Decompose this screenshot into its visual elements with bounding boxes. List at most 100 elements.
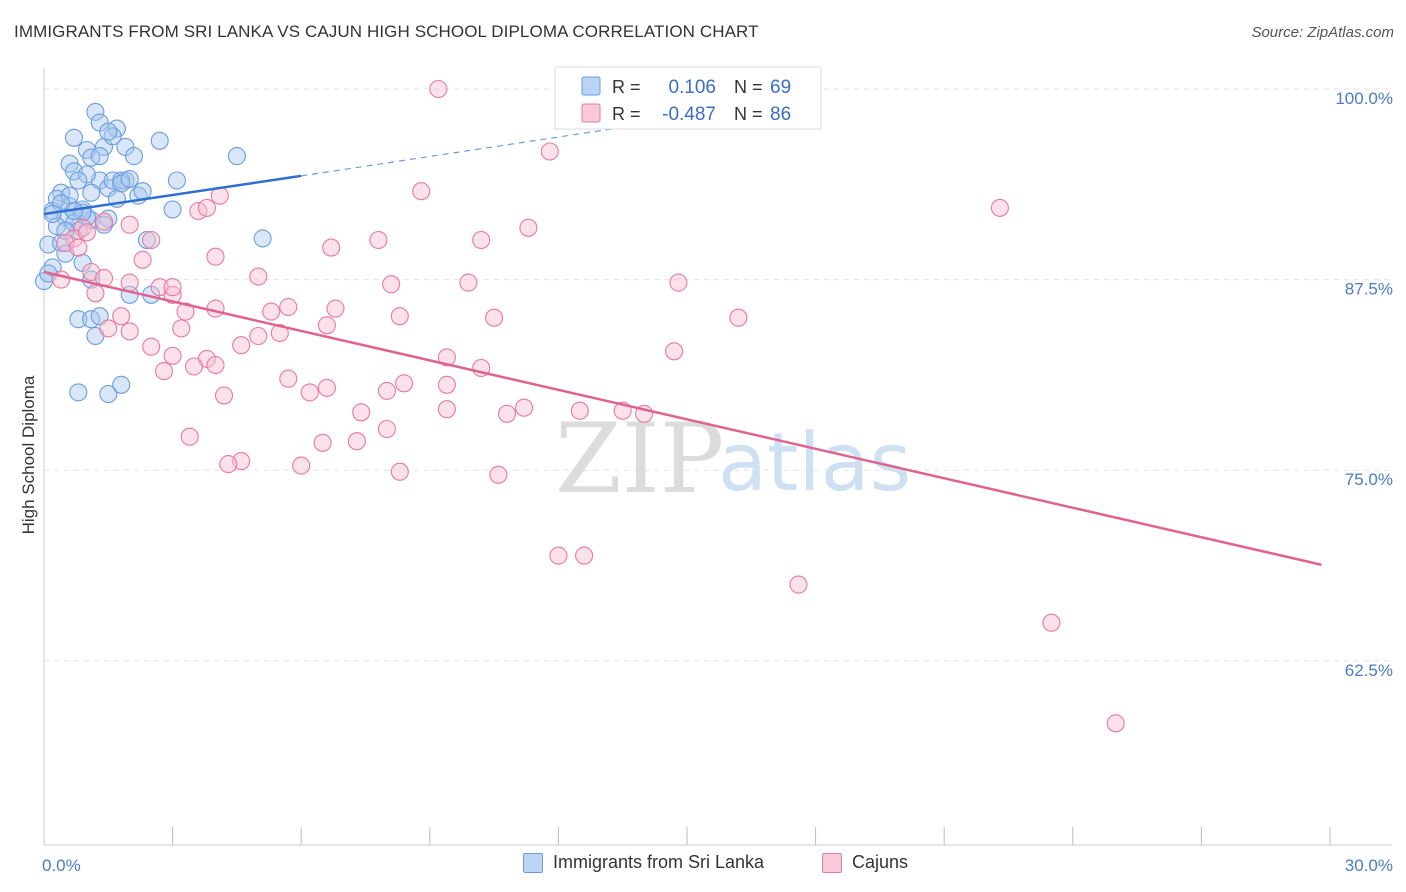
- sri-lanka-point: [124, 147, 144, 166]
- cajuns-point: [497, 404, 517, 423]
- cajuns-point: [412, 182, 431, 201]
- source-label: Source: ZipAtlas.com: [1251, 24, 1394, 41]
- cajuns-point: [789, 575, 808, 594]
- cajuns-point: [69, 238, 88, 257]
- cajuns-point: [120, 322, 139, 341]
- sri-lanka-point: [90, 147, 109, 166]
- legend-label-sri-lanka: Immigrants from Sri Lanka: [553, 852, 765, 872]
- legend-r-label: R =: [612, 104, 641, 124]
- cajuns-point: [163, 278, 182, 297]
- cajuns-point: [437, 375, 456, 394]
- sri-lanka-point: [227, 147, 246, 166]
- cajuns-point: [142, 230, 161, 250]
- axes: [43, 68, 1392, 846]
- legend-r-label: R =: [612, 77, 641, 97]
- cajuns-point: [540, 142, 559, 161]
- cajuns-point: [317, 378, 336, 397]
- legend-item-sri-lanka[interactable]: Immigrants from Sri Lanka: [523, 852, 764, 873]
- cajuns-point: [163, 285, 182, 304]
- x-tick-label-30: 30.0%: [1345, 856, 1393, 875]
- cajuns-point: [214, 386, 234, 405]
- legend-box-swatch: [581, 103, 601, 123]
- cajuns-point: [120, 215, 139, 234]
- cajuns-point: [120, 273, 139, 292]
- y-tick-label-62.5: 62.5%: [1345, 661, 1393, 680]
- cajuns-point: [279, 369, 298, 388]
- cajuns-point: [133, 250, 152, 269]
- cajuns-point: [437, 348, 456, 367]
- cajuns-point: [472, 230, 491, 250]
- cajuns-trend-line: [43, 270, 1322, 566]
- cajuns-point: [990, 198, 1009, 217]
- x-tick-labels: 0.0% 30.0%: [42, 856, 1393, 875]
- cajuns-point: [322, 238, 341, 257]
- sri-lanka-point: [137, 230, 156, 250]
- sri-lanka-point: [69, 171, 88, 190]
- cajuns-point: [317, 316, 336, 335]
- cajuns-point: [163, 346, 182, 365]
- x-tick-label-0: 0.0%: [42, 856, 81, 875]
- cajuns-point: [206, 247, 225, 266]
- cajuns-point: [1042, 613, 1061, 632]
- cajuns-point: [206, 299, 225, 318]
- cajuns-point: [249, 326, 268, 346]
- sri-lanka-point: [64, 128, 84, 147]
- cajuns-point: [485, 308, 504, 327]
- sri-lanka-point: [69, 310, 88, 329]
- cajuns-point: [347, 432, 366, 451]
- legend-box-swatch: [581, 76, 601, 96]
- cajuns-point: [549, 546, 568, 565]
- watermark-atlas: atlas: [718, 416, 911, 509]
- cajuns-point: [669, 273, 688, 292]
- cajuns-point: [176, 302, 195, 321]
- cajuns-point: [382, 275, 401, 294]
- sri-lanka-point: [90, 307, 109, 326]
- cajuns-point: [197, 198, 216, 217]
- cajuns-point: [99, 319, 118, 338]
- cajuns-point: [1106, 714, 1125, 733]
- sri-lanka-point: [99, 122, 118, 141]
- sri-lanka-point: [86, 102, 105, 121]
- cajuns-point: [352, 403, 371, 422]
- y-axis-label: High School Diploma: [19, 375, 38, 534]
- legend-item-cajuns[interactable]: Cajuns: [822, 852, 908, 873]
- cajuns-point: [219, 455, 238, 474]
- cajuns-point: [77, 223, 96, 242]
- legend-n-value: 86: [770, 104, 791, 125]
- legend-n-value: 69: [770, 77, 791, 98]
- cajuns-point: [515, 398, 534, 417]
- cajuns-point: [729, 308, 748, 327]
- cajuns-point: [180, 427, 199, 446]
- cajuns-point: [369, 230, 388, 250]
- sri-lanka-point: [167, 171, 186, 190]
- cajuns-point: [575, 546, 594, 565]
- cajuns-point: [377, 381, 396, 400]
- legend-swatch-blue: [523, 852, 543, 873]
- sri-lanka-point: [99, 384, 118, 404]
- legend-label-cajuns: Cajuns: [852, 852, 909, 872]
- cajuns-point: [390, 307, 409, 326]
- legend-swatch-pink: [822, 852, 842, 873]
- cajuns-point: [300, 383, 319, 402]
- sri-lanka-point: [163, 200, 182, 219]
- cajuns-point: [377, 419, 396, 439]
- y-tick-labels: 100.0% 87.5% 75.0% 62.5%: [1335, 89, 1393, 680]
- sri-lanka-point: [112, 375, 131, 394]
- cajuns-point: [519, 218, 538, 237]
- sri-lanka-point: [120, 169, 139, 189]
- cajuns-point: [279, 297, 298, 317]
- cajuns-point: [570, 401, 589, 420]
- gridlines: [44, 88, 1392, 662]
- stats-legend: R = 0.106 N = 69 R = -0.487 N = 86: [554, 66, 822, 130]
- cajuns-point: [232, 336, 251, 355]
- cajuns-point: [437, 400, 456, 419]
- legend-r-value: -0.487: [662, 104, 716, 125]
- cajuns-point: [395, 374, 414, 393]
- cajuns-point: [459, 273, 478, 292]
- y-tick-label-87.5: 87.5%: [1345, 280, 1393, 299]
- sri-lanka-point: [150, 131, 169, 150]
- cajuns-point: [142, 337, 161, 356]
- sri-lanka-point: [253, 229, 272, 248]
- legend-n-label: N =: [734, 77, 763, 97]
- cajuns-point: [326, 299, 345, 318]
